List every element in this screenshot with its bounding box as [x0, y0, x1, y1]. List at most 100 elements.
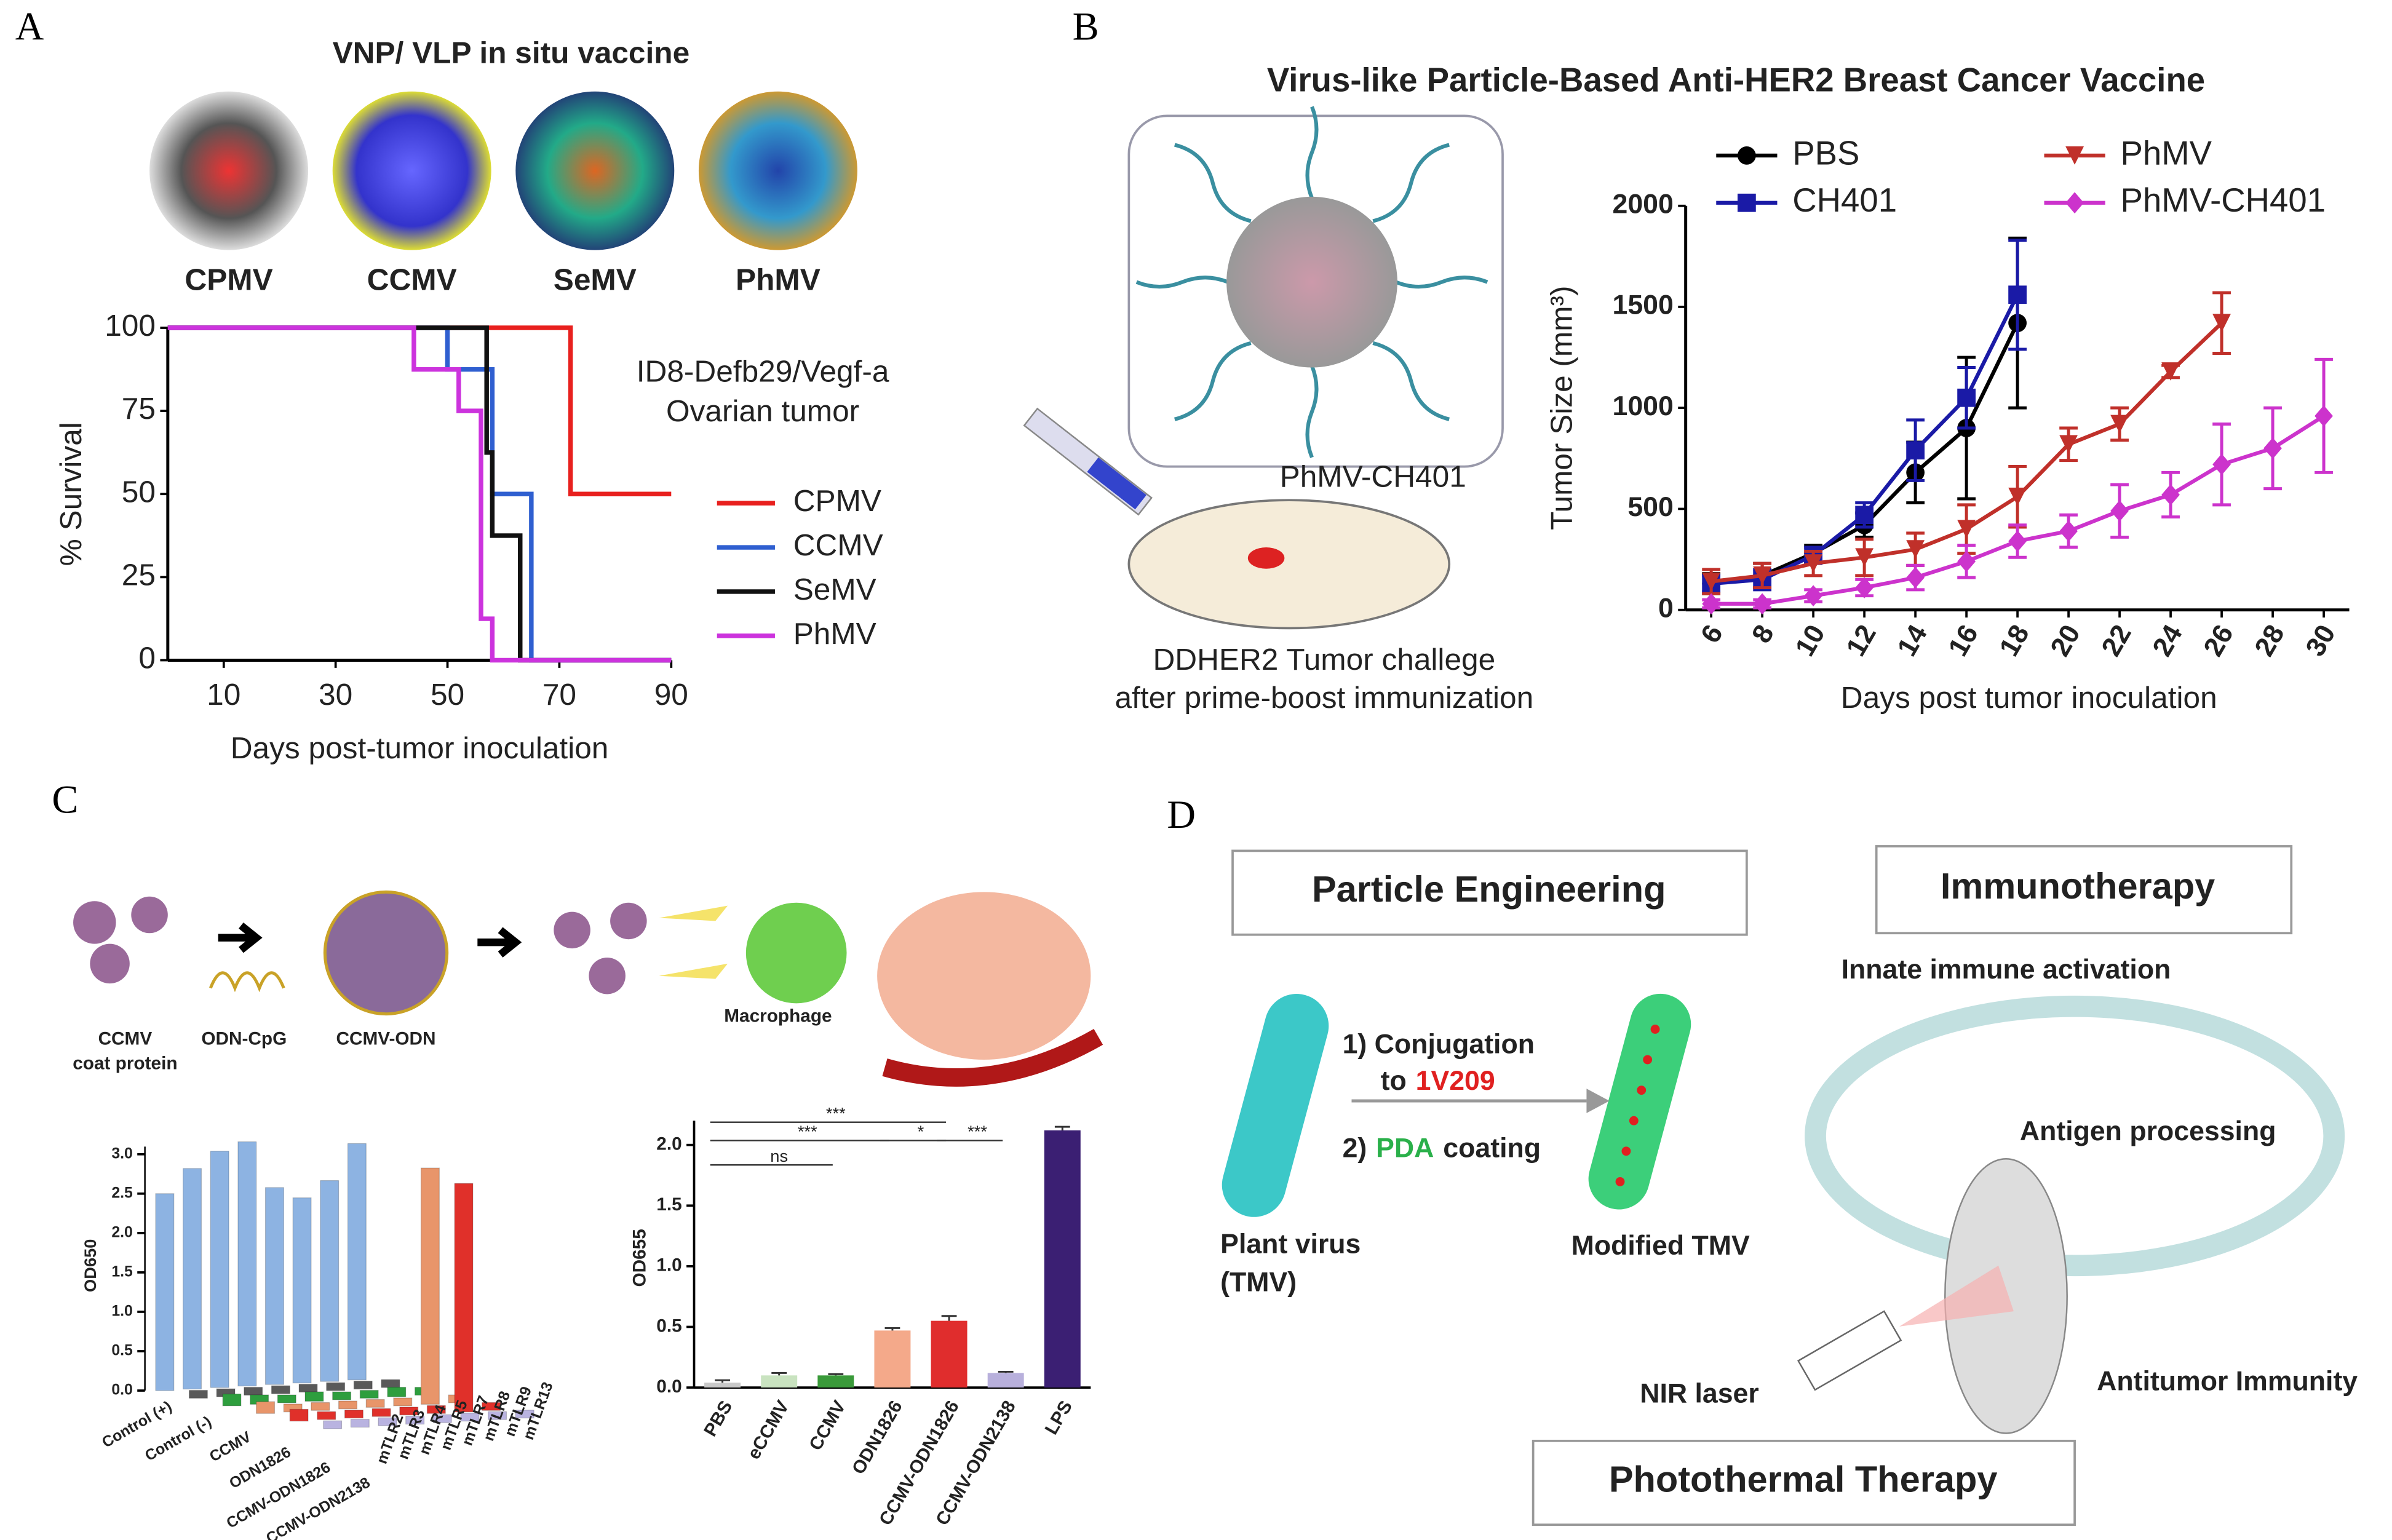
bar [378, 1417, 397, 1426]
y-tick-label: 1.0 [656, 1255, 681, 1276]
bar [332, 1391, 352, 1400]
y-tick-label: 50 [122, 474, 156, 509]
tumor [1247, 547, 1285, 569]
x-tick-label: 30 [319, 677, 352, 712]
marker [1804, 554, 1823, 573]
bar [399, 1407, 419, 1416]
y-tick-label: 2.0 [656, 1134, 681, 1154]
x-tick-label: 22 [2096, 620, 2137, 661]
x-tick-label: eCCMV [744, 1397, 793, 1463]
bar [347, 1143, 367, 1381]
bar [344, 1410, 364, 1419]
marker [2008, 487, 2027, 506]
bar [210, 1151, 229, 1388]
significance-label: * [918, 1122, 924, 1141]
marker [1702, 593, 1721, 615]
signal [659, 905, 728, 979]
label: NIR laser [1640, 1378, 1759, 1408]
bar [256, 1401, 276, 1414]
error-bar [884, 1327, 900, 1331]
panel-label: C [52, 777, 78, 821]
marker [1906, 540, 1925, 559]
y-tick-label: 0.5 [656, 1316, 681, 1336]
virus-image [149, 91, 309, 250]
x-tick-label: 90 [654, 677, 688, 712]
significance-label: *** [968, 1122, 987, 1141]
laser-image [1797, 1310, 1902, 1391]
marker [2110, 415, 2129, 434]
x-tick-label: 20 [2045, 620, 2086, 661]
y-tick-label: 2000 [1613, 189, 1674, 219]
bar [350, 1419, 370, 1428]
bar [432, 1414, 452, 1423]
y-tick-label: 1.0 [111, 1303, 132, 1319]
marker [2161, 484, 2180, 506]
y-tick-label: 1.5 [111, 1263, 133, 1280]
legend-label: PhMV-CH401 [2121, 181, 2326, 219]
legend-marker [2065, 192, 2084, 214]
label: Antigen processing [2020, 1116, 2276, 1146]
bar [372, 1408, 391, 1417]
odn-image [209, 971, 285, 993]
panel-title: Virus-like Particle-Based Anti-HER2 Brea… [1267, 61, 2205, 98]
modified-tmv-image [1588, 993, 1691, 1210]
virus-image [332, 91, 491, 250]
bar [817, 1375, 854, 1388]
x-tick-label: 6 [1695, 620, 1729, 648]
bar [244, 1387, 263, 1396]
bar [454, 1183, 474, 1413]
bar [222, 1393, 242, 1407]
bar [359, 1390, 379, 1399]
drug-dots [1615, 1025, 1660, 1186]
marker [2315, 405, 2333, 427]
marker [2161, 362, 2180, 381]
marker [1855, 548, 1874, 567]
step-label: ODN-CpG [201, 1029, 287, 1049]
virus-label: PhMV [736, 263, 821, 297]
panel-label: B [1073, 4, 1099, 48]
panel-title: VNP/ VLP in situ vaccine [333, 35, 690, 69]
error-bar [771, 1371, 787, 1376]
panel-label: A [15, 4, 44, 48]
error-bar [828, 1373, 844, 1376]
coat-protein-image [73, 896, 168, 984]
virus-label: CCMV [367, 263, 457, 297]
y-tick-label: 500 [1627, 492, 1673, 522]
y-tick-label: 0 [138, 641, 156, 675]
bar [183, 1168, 202, 1390]
step-text: to [1381, 1066, 1407, 1096]
bar [381, 1379, 400, 1388]
panel-label: D [1167, 793, 1196, 836]
y-tick-label: 25 [122, 557, 156, 592]
error-bar [941, 1315, 957, 1321]
bar [931, 1320, 968, 1388]
bar [515, 1410, 534, 1419]
step-text: 1V209 [1416, 1066, 1495, 1096]
marker [1957, 388, 1976, 407]
tumor-image [877, 892, 1091, 1060]
bar [311, 1402, 330, 1411]
step-label: CCMV-ODN [336, 1029, 435, 1049]
marker [1855, 577, 1874, 598]
bar [271, 1385, 290, 1394]
macrophage-image [745, 902, 847, 1004]
bar [482, 1402, 501, 1411]
marker [2008, 530, 2027, 552]
step-text: PDA [1376, 1133, 1434, 1163]
complex-image [323, 890, 449, 1016]
error-bar [998, 1370, 1014, 1373]
box [1532, 1439, 2076, 1526]
syringe [1023, 407, 1153, 516]
bar [353, 1381, 373, 1390]
bar [387, 1386, 407, 1397]
x-tick-label: 10 [1790, 620, 1831, 661]
marker [1804, 585, 1823, 607]
bar [426, 1405, 446, 1414]
marker [1906, 441, 1925, 460]
legend-label: CH401 [1792, 181, 1897, 219]
row-label: CCMV [207, 1429, 254, 1466]
step-text: 1) Conjugation [1343, 1030, 1535, 1060]
legend-label: PhMV [793, 616, 876, 651]
bar [987, 1373, 1024, 1388]
